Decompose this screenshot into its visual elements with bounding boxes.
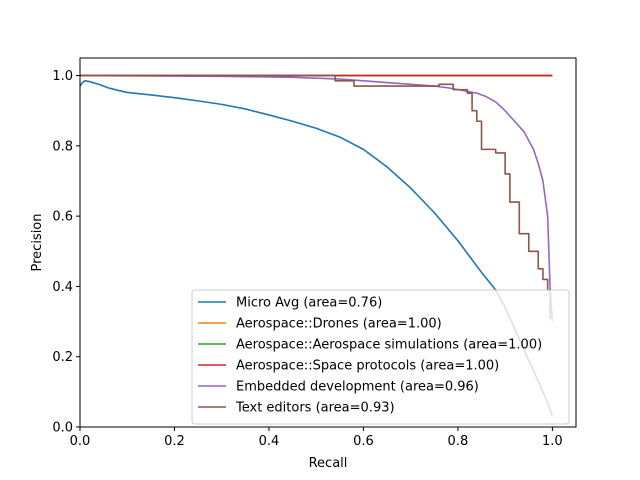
y-tick-label: 0.6 bbox=[52, 210, 73, 225]
y-axis-label: Precision bbox=[30, 213, 45, 271]
legend-entry-label: Embedded development (area=0.96) bbox=[236, 380, 479, 395]
series-line-4 bbox=[79, 74, 554, 322]
y-tick-label: 0.2 bbox=[52, 350, 73, 365]
x-tick-label: 0.4 bbox=[259, 434, 280, 449]
x-axis-label: Recall bbox=[309, 456, 348, 471]
x-tick-label: 0.8 bbox=[448, 434, 469, 449]
x-tick-label: 0.6 bbox=[353, 434, 374, 449]
y-tick-label: 0.8 bbox=[52, 139, 73, 154]
y-tick-label: 1.0 bbox=[52, 69, 73, 84]
x-tick-label: 0.2 bbox=[164, 434, 185, 449]
legend-entry-label: Micro Avg (area=0.76) bbox=[236, 296, 382, 311]
legend-entry-label: Aerospace::Aerospace simulations (area=1… bbox=[236, 338, 542, 353]
axes-frame bbox=[79, 57, 577, 428]
x-axis-ticks: 0.0 0.2 0.4 0.6 0.8 1.0 bbox=[70, 427, 563, 449]
legend-entry-label: Aerospace::Drones (area=1.00) bbox=[236, 317, 442, 332]
legend-entry-label: Aerospace::Space protocols (area=1.00) bbox=[236, 359, 499, 374]
y-tick-label: 0.4 bbox=[52, 280, 73, 295]
series-line-5 bbox=[80, 74, 553, 319]
y-tick-label: 0.0 bbox=[52, 421, 73, 436]
x-tick-label: 0.0 bbox=[70, 434, 91, 449]
x-tick-label: 1.0 bbox=[542, 434, 563, 449]
y-axis-ticks: 0.0 0.2 0.4 0.6 0.8 1.0 bbox=[52, 69, 80, 436]
legend: Micro Avg (area=0.76)Aerospace::Drones (… bbox=[191, 289, 570, 425]
legend-box bbox=[191, 289, 570, 425]
legend-entry-label: Text editors (area=0.93) bbox=[235, 401, 395, 416]
